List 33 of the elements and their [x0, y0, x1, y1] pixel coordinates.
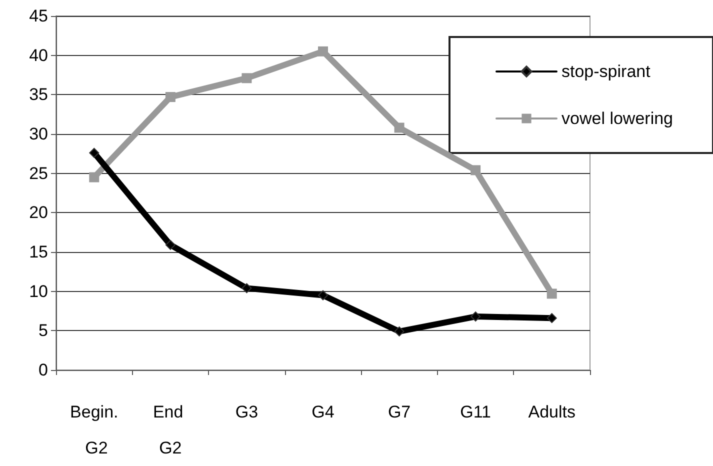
- point: [546, 313, 557, 324]
- y-tick-label: 45: [29, 6, 48, 26]
- point: [318, 46, 328, 56]
- y-tick-label: 35: [29, 85, 48, 104]
- point: [394, 122, 404, 133]
- x-tick-label: End G2: [152, 402, 188, 458]
- point: [318, 290, 328, 300]
- x-tick-label: G3: [235, 402, 258, 422]
- x-tick-label: G7: [388, 402, 411, 422]
- y-tick-label: 5: [38, 321, 48, 340]
- point: [470, 312, 481, 322]
- y-tick-label: 30: [29, 124, 48, 144]
- point: [89, 148, 100, 158]
- point: [394, 326, 404, 336]
- x-tick-label: G11: [460, 402, 492, 422]
- x-tick-label: G4: [312, 402, 334, 422]
- y-tick-label: 25: [29, 164, 48, 183]
- x-tick-label: Adults: [528, 402, 576, 422]
- y-tick-label: 15: [29, 242, 48, 262]
- y-tick-label: 10: [29, 282, 48, 301]
- x-tick-label: Begin. G2: [70, 402, 118, 458]
- point: [242, 73, 252, 84]
- point: [165, 92, 176, 102]
- point: [165, 240, 176, 250]
- y-tick-label: 20: [29, 203, 48, 222]
- point: [89, 172, 100, 182]
- point: [242, 283, 252, 294]
- legend-label: stop-spirant: [562, 62, 651, 81]
- point: [470, 165, 481, 176]
- y-tick-label: 0: [38, 360, 48, 380]
- y-tick-label: 40: [29, 46, 48, 65]
- legend-label: vowel lowering: [562, 109, 674, 128]
- point: [546, 288, 557, 299]
